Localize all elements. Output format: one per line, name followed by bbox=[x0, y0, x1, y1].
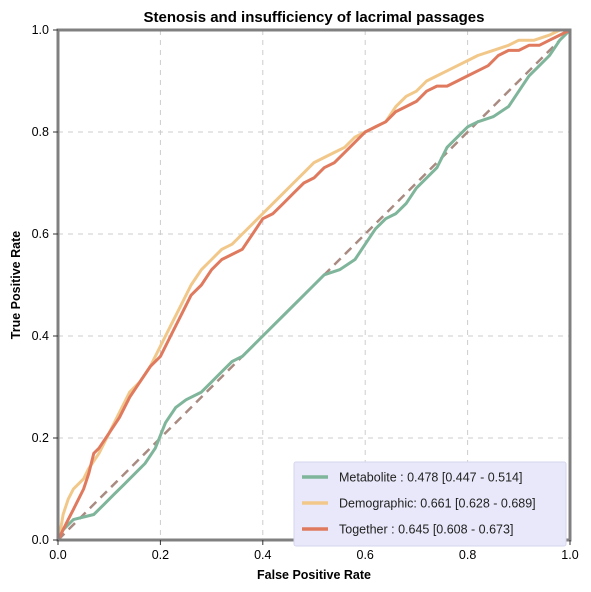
x-tick-label: 0.8 bbox=[459, 548, 476, 562]
legend-entry-metabolite: Metabolite : 0.478 [0.447 - 0.514] bbox=[339, 471, 522, 485]
legend-entry-demographic: Demographic: 0.661 [0.628 - 0.689] bbox=[339, 497, 536, 511]
x-tick-label: 1.0 bbox=[561, 548, 578, 562]
x-axis-label: False Positive Rate bbox=[257, 568, 371, 582]
x-tick-label: 0.0 bbox=[49, 548, 66, 562]
y-tick-label: 0.4 bbox=[32, 329, 49, 343]
series-line-metabolite bbox=[56, 28, 572, 541]
y-tick-label: 0.6 bbox=[32, 227, 49, 241]
chart-title: Stenosis and insufficiency of lacrimal p… bbox=[144, 9, 485, 26]
series-layer bbox=[56, 28, 572, 541]
y-tick-label: 0.8 bbox=[32, 125, 49, 139]
grid-lines bbox=[58, 30, 570, 540]
x-tick-label: 0.6 bbox=[357, 548, 374, 562]
legend-entry-together: Together : 0.645 [0.608 - 0.673] bbox=[339, 523, 513, 537]
axis-ticks: 0.0 0.2 0.4 0.6 0.8 1.0 0.0 0.2 0.4 0.6 0.8 1.0 bbox=[32, 23, 579, 562]
x-tick-label: 0.2 bbox=[152, 548, 169, 562]
y-axis-label: True Positive Rate bbox=[9, 231, 23, 339]
legend-box bbox=[293, 461, 567, 547]
x-tick-label: 0.4 bbox=[254, 548, 271, 562]
y-tick-label: 1.0 bbox=[32, 23, 49, 37]
y-tick-label: 0.2 bbox=[32, 431, 49, 445]
series-line-together bbox=[56, 28, 571, 541]
y-tick-label: 0.0 bbox=[32, 533, 49, 547]
legend: Metabolite : 0.478 [0.447 - 0.514] Demogr… bbox=[293, 461, 567, 547]
